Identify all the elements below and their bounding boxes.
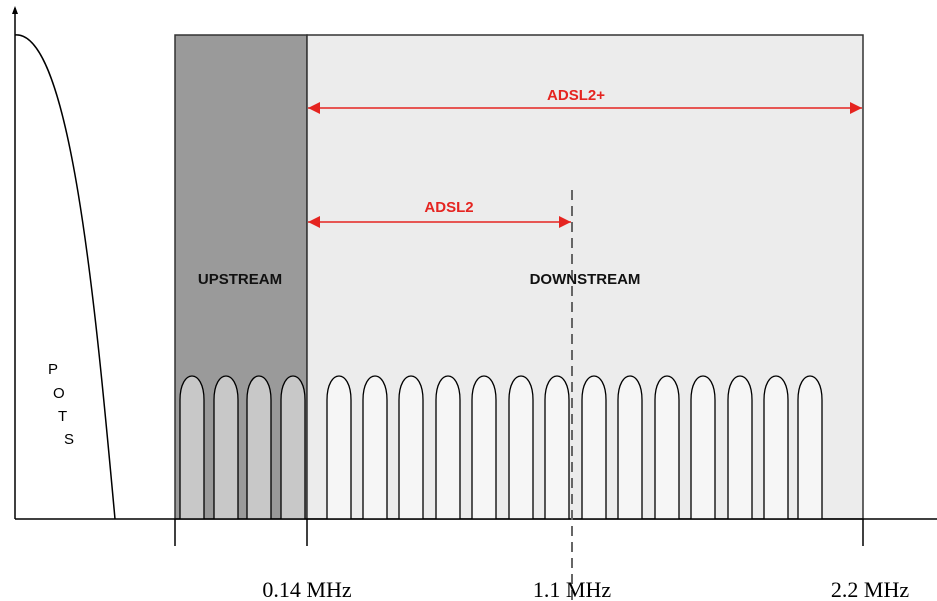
- y-axis-arrow: [12, 6, 18, 14]
- carrier: [280, 375, 306, 519]
- carrier: [581, 375, 607, 519]
- pots-curve: [14, 34, 116, 520]
- carrier: [435, 375, 461, 519]
- pots-letter: S: [64, 431, 74, 448]
- frequency-label: 1.1 MHz: [533, 577, 611, 601]
- carrier: [763, 375, 789, 519]
- pots-letter: T: [58, 408, 67, 425]
- carrier: [654, 375, 680, 519]
- carrier: [398, 375, 424, 519]
- frequency-label: 0.14 MHz: [262, 577, 351, 601]
- carrier: [326, 375, 352, 519]
- carrier: [797, 375, 823, 519]
- carrier: [471, 375, 497, 519]
- carrier: [617, 375, 643, 519]
- carrier: [690, 375, 716, 519]
- upstream-label: UPSTREAM: [198, 271, 282, 288]
- frequency-label: 2.2 MHz: [831, 577, 909, 601]
- carrier: [246, 375, 272, 519]
- downstream-label: DOWNSTREAM: [530, 271, 641, 288]
- carrier: [727, 375, 753, 519]
- carriers: [179, 375, 823, 519]
- carrier: [362, 375, 388, 519]
- carrier: [179, 375, 205, 519]
- pots-letter: O: [53, 385, 65, 402]
- pots-letter: P: [48, 361, 58, 378]
- carrier: [544, 375, 570, 519]
- carrier: [508, 375, 534, 519]
- adsl2-label: ADSL2: [424, 199, 473, 216]
- adsl2plus-label: ADSL2+: [547, 87, 605, 104]
- carrier: [213, 375, 239, 519]
